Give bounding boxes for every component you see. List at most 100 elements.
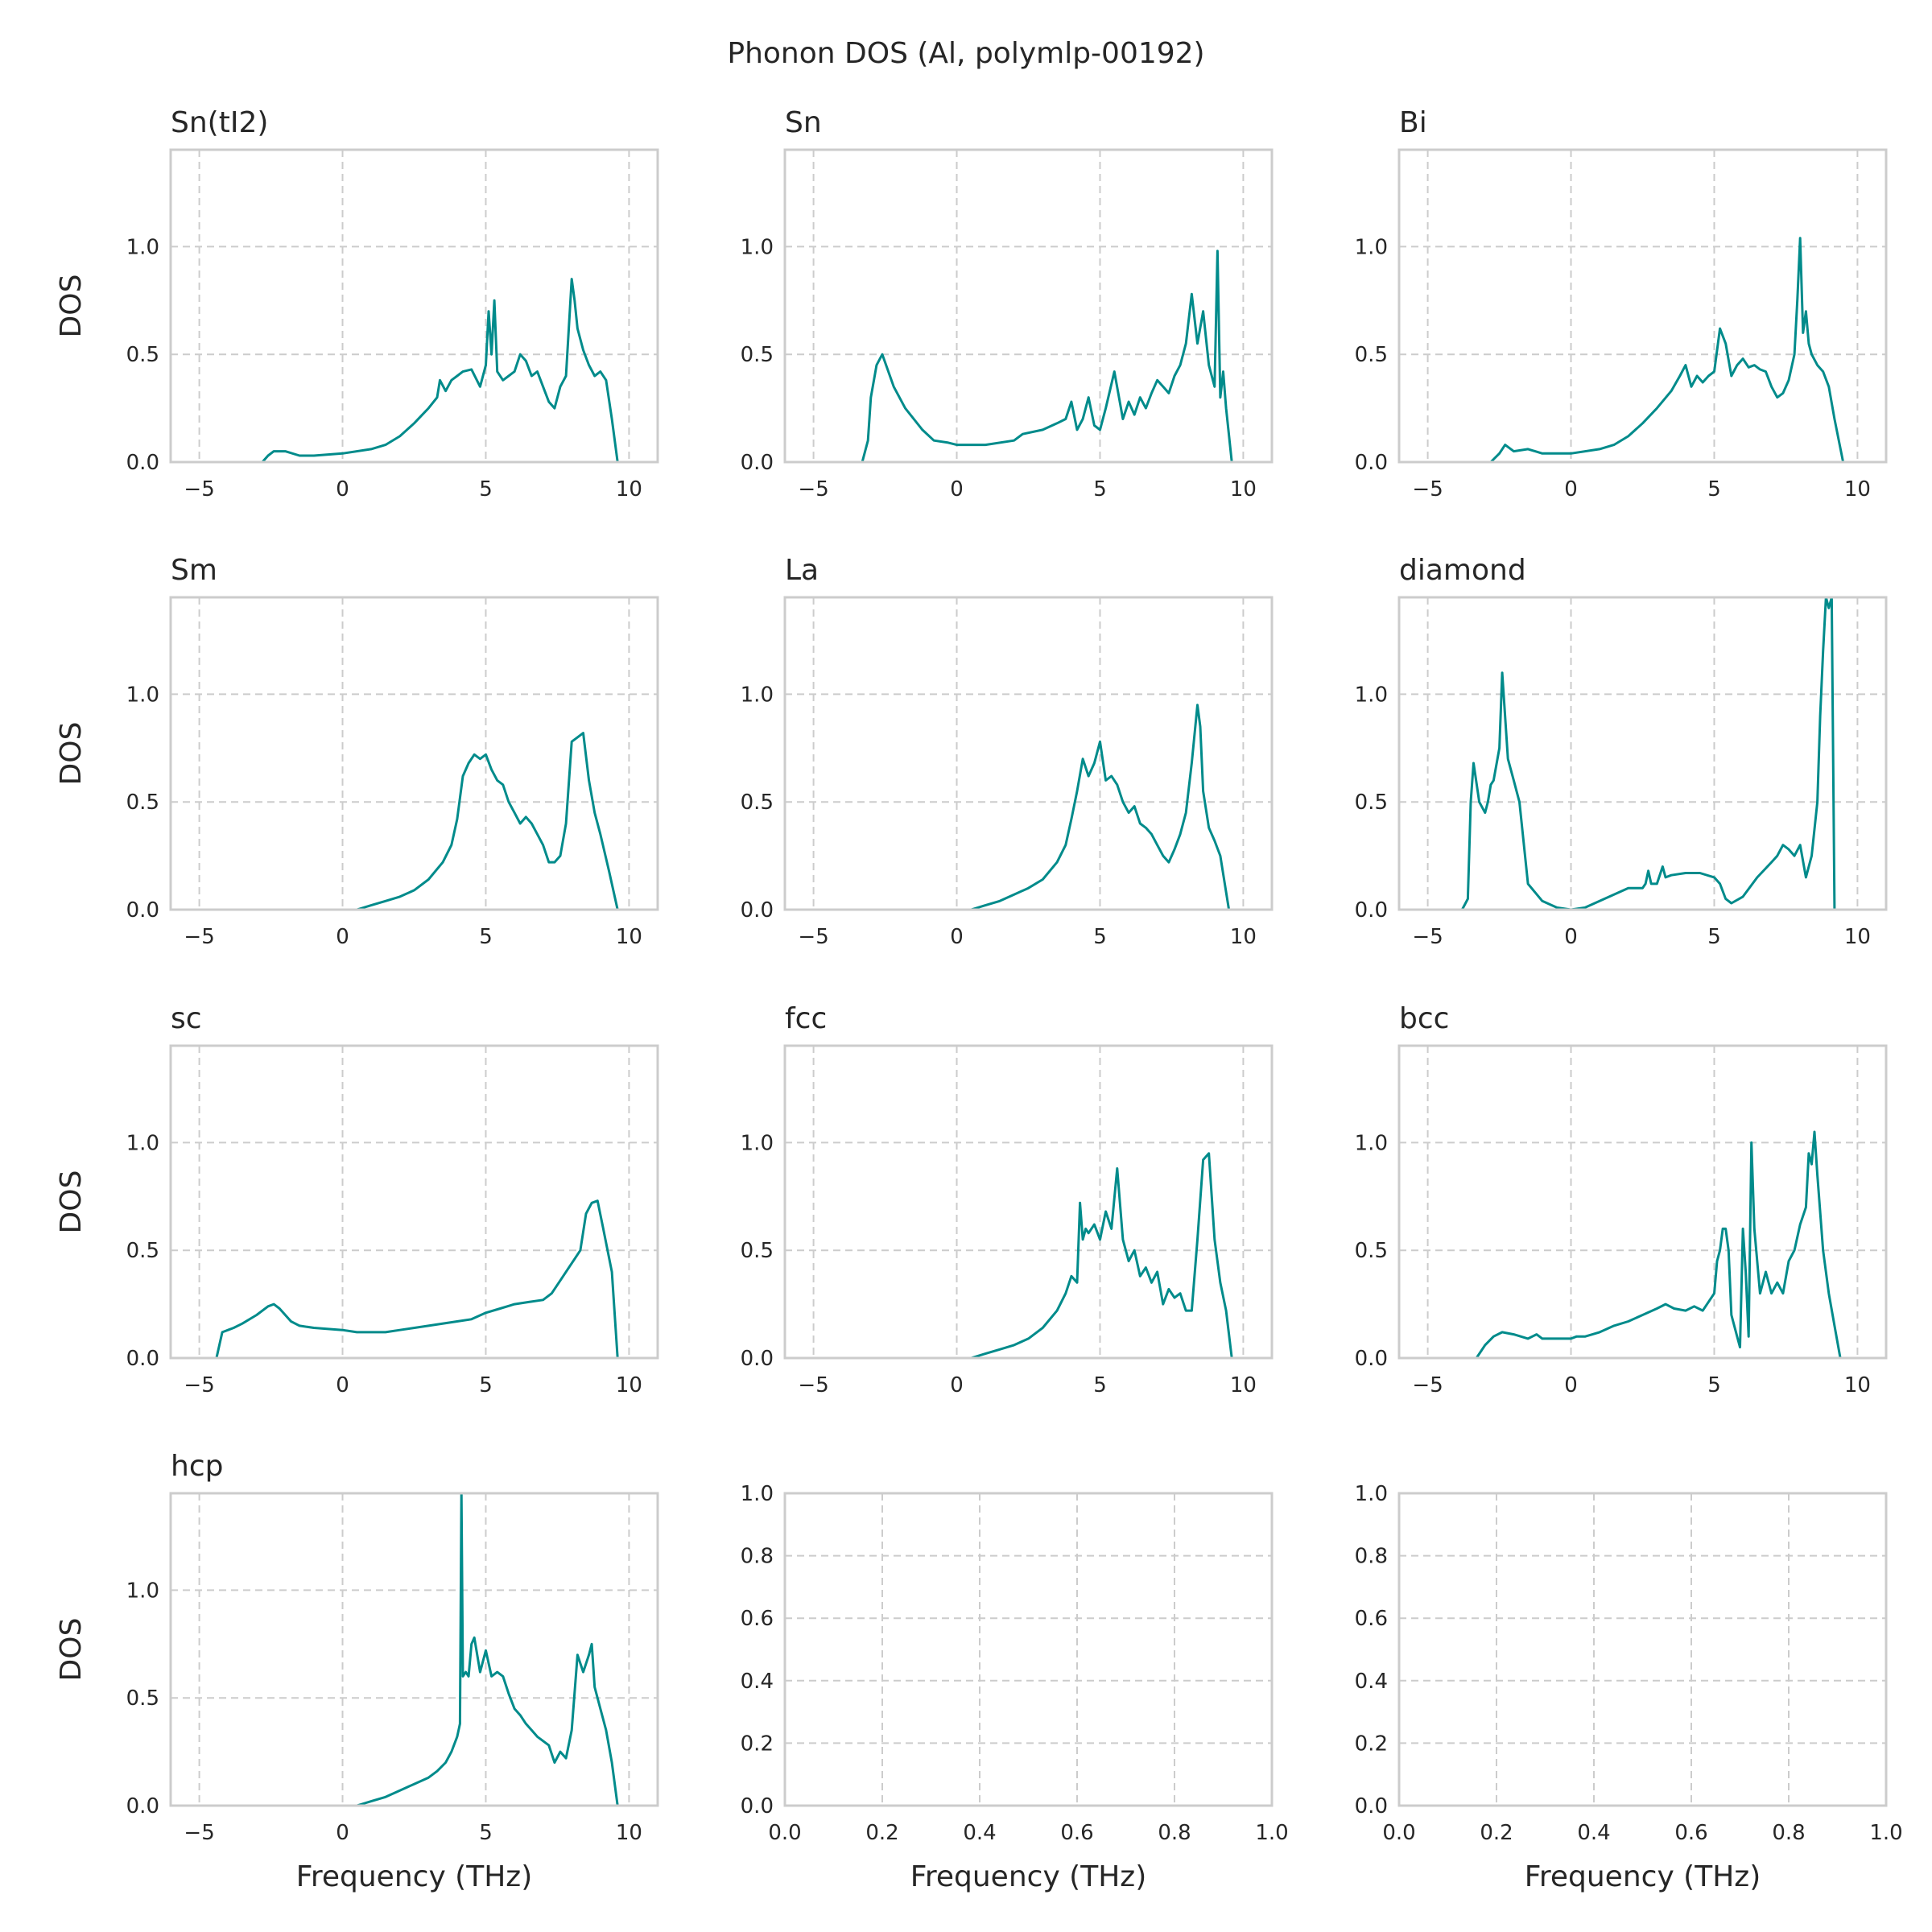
- x-tick-label: 5: [1093, 477, 1107, 502]
- y-axis-label: DOS: [55, 1618, 88, 1682]
- y-tick-label: 0.6: [741, 1607, 774, 1631]
- x-axis-label: Frequency (THz): [296, 1860, 532, 1893]
- axes-frame: [1397, 148, 1888, 464]
- y-tick-label: 1.0: [126, 1131, 159, 1155]
- x-tick-label: −5: [1412, 1373, 1443, 1397]
- x-tick-label: 0.0: [1382, 1821, 1415, 1845]
- y-tick-label: 1.0: [1355, 1482, 1388, 1506]
- y-tick-label: 1.0: [1355, 683, 1388, 707]
- panel-title: Sm: [171, 554, 217, 587]
- y-tick-label: 0.5: [1355, 1239, 1388, 1263]
- y-tick-label: 0.5: [126, 791, 159, 815]
- axes-frame: [169, 148, 659, 464]
- x-tick-label: 5: [479, 1821, 493, 1845]
- dos-series-line: [333, 732, 644, 911]
- panel-title: La: [785, 554, 819, 587]
- x-tick-label: 0.8: [1772, 1821, 1805, 1845]
- x-tick-label: 0.8: [1158, 1821, 1191, 1845]
- x-tick-label: 0.2: [865, 1821, 898, 1845]
- x-tick-label: 5: [1707, 477, 1721, 502]
- x-tick-label: 10: [616, 925, 642, 949]
- panel-sc: −5 0 5 10 0.0 0.5 1.0 sc DOS: [55, 1002, 659, 1397]
- dos-series-line: [951, 704, 1258, 911]
- figure-title: Phonon DOS (Al, polymlp-00192): [727, 37, 1204, 70]
- x-tick-label: −5: [184, 925, 214, 949]
- x-tick-label: −5: [1412, 477, 1443, 502]
- x-tick-label: 0: [336, 1373, 349, 1397]
- x-tick-label: 5: [1093, 1373, 1107, 1397]
- panel-title: diamond: [1399, 554, 1526, 587]
- panel-hcp: −5 0 5 10 0.0 0.5 1.0 hcp DOS Frequency (THz): [55, 1450, 659, 1893]
- x-tick-label: 0: [336, 1821, 349, 1845]
- axes-frame: [783, 596, 1274, 911]
- x-tick-label: 0.6: [1674, 1821, 1707, 1845]
- y-tick-label: 0.4: [1355, 1670, 1388, 1694]
- y-tick-label: 0.2: [1355, 1732, 1388, 1756]
- x-tick-label: 0: [336, 477, 349, 502]
- y-tick-label: 0.5: [126, 343, 159, 367]
- y-axis-label: DOS: [55, 722, 88, 786]
- x-tick-label: 0: [950, 925, 964, 949]
- x-tick-label: 0: [1564, 925, 1578, 949]
- x-tick-label: 5: [479, 1373, 493, 1397]
- dos-series-line: [828, 250, 1261, 464]
- panel-title: sc: [171, 1002, 202, 1035]
- y-tick-label: 0.0: [741, 1347, 774, 1371]
- x-tick-label: 0: [950, 1373, 964, 1397]
- x-tick-label: 5: [1093, 925, 1107, 949]
- axes-frame: [783, 148, 1274, 464]
- y-tick-label: 0.0: [1355, 1794, 1388, 1818]
- x-tick-label: 5: [479, 477, 493, 502]
- dos-series-line: [179, 1199, 652, 1360]
- x-tick-label: −5: [1412, 925, 1443, 949]
- y-tick-label: 0.0: [741, 451, 774, 475]
- x-tick-label: −5: [798, 925, 828, 949]
- y-tick-label: 0.0: [126, 898, 159, 923]
- panel-title: hcp: [171, 1450, 223, 1483]
- panel-empty-10: 0.0 0.2 0.4 0.6 0.8 1.0 0.0 0.2 0.4 0.6 0.8 1.0 Freq…: [741, 1482, 1289, 1893]
- x-tick-label: 10: [1230, 477, 1257, 502]
- y-tick-label: 0.8: [1355, 1545, 1388, 1569]
- axes-frame: [169, 596, 659, 911]
- y-tick-label: 0.0: [741, 898, 774, 923]
- y-tick-label: 1.0: [1355, 1131, 1388, 1155]
- axes-frame: [1397, 596, 1888, 911]
- dos-series-line: [1456, 237, 1880, 464]
- axes-frame: [169, 1044, 659, 1360]
- x-tick-label: −5: [798, 477, 828, 502]
- x-tick-label: 0: [336, 925, 349, 949]
- y-tick-label: 0.0: [1355, 1347, 1388, 1371]
- x-tick-label: 5: [1707, 925, 1721, 949]
- x-tick-label: 10: [1230, 1373, 1257, 1397]
- dos-series-line: [1427, 596, 1872, 911]
- x-tick-label: 10: [1844, 925, 1871, 949]
- x-tick-label: 1.0: [1255, 1821, 1288, 1845]
- x-tick-label: 5: [479, 925, 493, 949]
- x-tick-label: 10: [616, 1373, 642, 1397]
- y-tick-label: 0.6: [1355, 1607, 1388, 1631]
- x-tick-label: 0: [950, 477, 964, 502]
- dos-series-line: [951, 1152, 1261, 1360]
- panel-title: Bi: [1399, 106, 1427, 139]
- axes-frame: [783, 1044, 1274, 1360]
- y-tick-label: 0.0: [1355, 898, 1388, 923]
- y-tick-label: 1.0: [126, 1579, 159, 1603]
- y-tick-label: 1.0: [126, 683, 159, 707]
- panel-title: Sn: [785, 106, 822, 139]
- axes-frame: [169, 1492, 659, 1807]
- x-tick-label: 10: [1230, 925, 1257, 949]
- x-tick-label: 0.4: [1577, 1821, 1610, 1845]
- y-tick-label: 0.5: [741, 1239, 774, 1263]
- y-tick-label: 0.5: [741, 791, 774, 815]
- y-tick-label: 0.5: [126, 1239, 159, 1263]
- y-tick-label: 0.5: [1355, 343, 1388, 367]
- dos-series-line: [228, 278, 652, 464]
- panel-title: fcc: [785, 1002, 827, 1035]
- panel-bcc: −5 0 5 10 0.0 0.5 1.0 bcc: [1355, 1002, 1888, 1397]
- y-tick-label: 1.0: [741, 235, 774, 259]
- axes-frame: [1397, 1044, 1888, 1360]
- y-tick-label: 0.4: [741, 1670, 774, 1694]
- x-tick-label: −5: [798, 1373, 828, 1397]
- y-tick-label: 1.0: [741, 1482, 774, 1506]
